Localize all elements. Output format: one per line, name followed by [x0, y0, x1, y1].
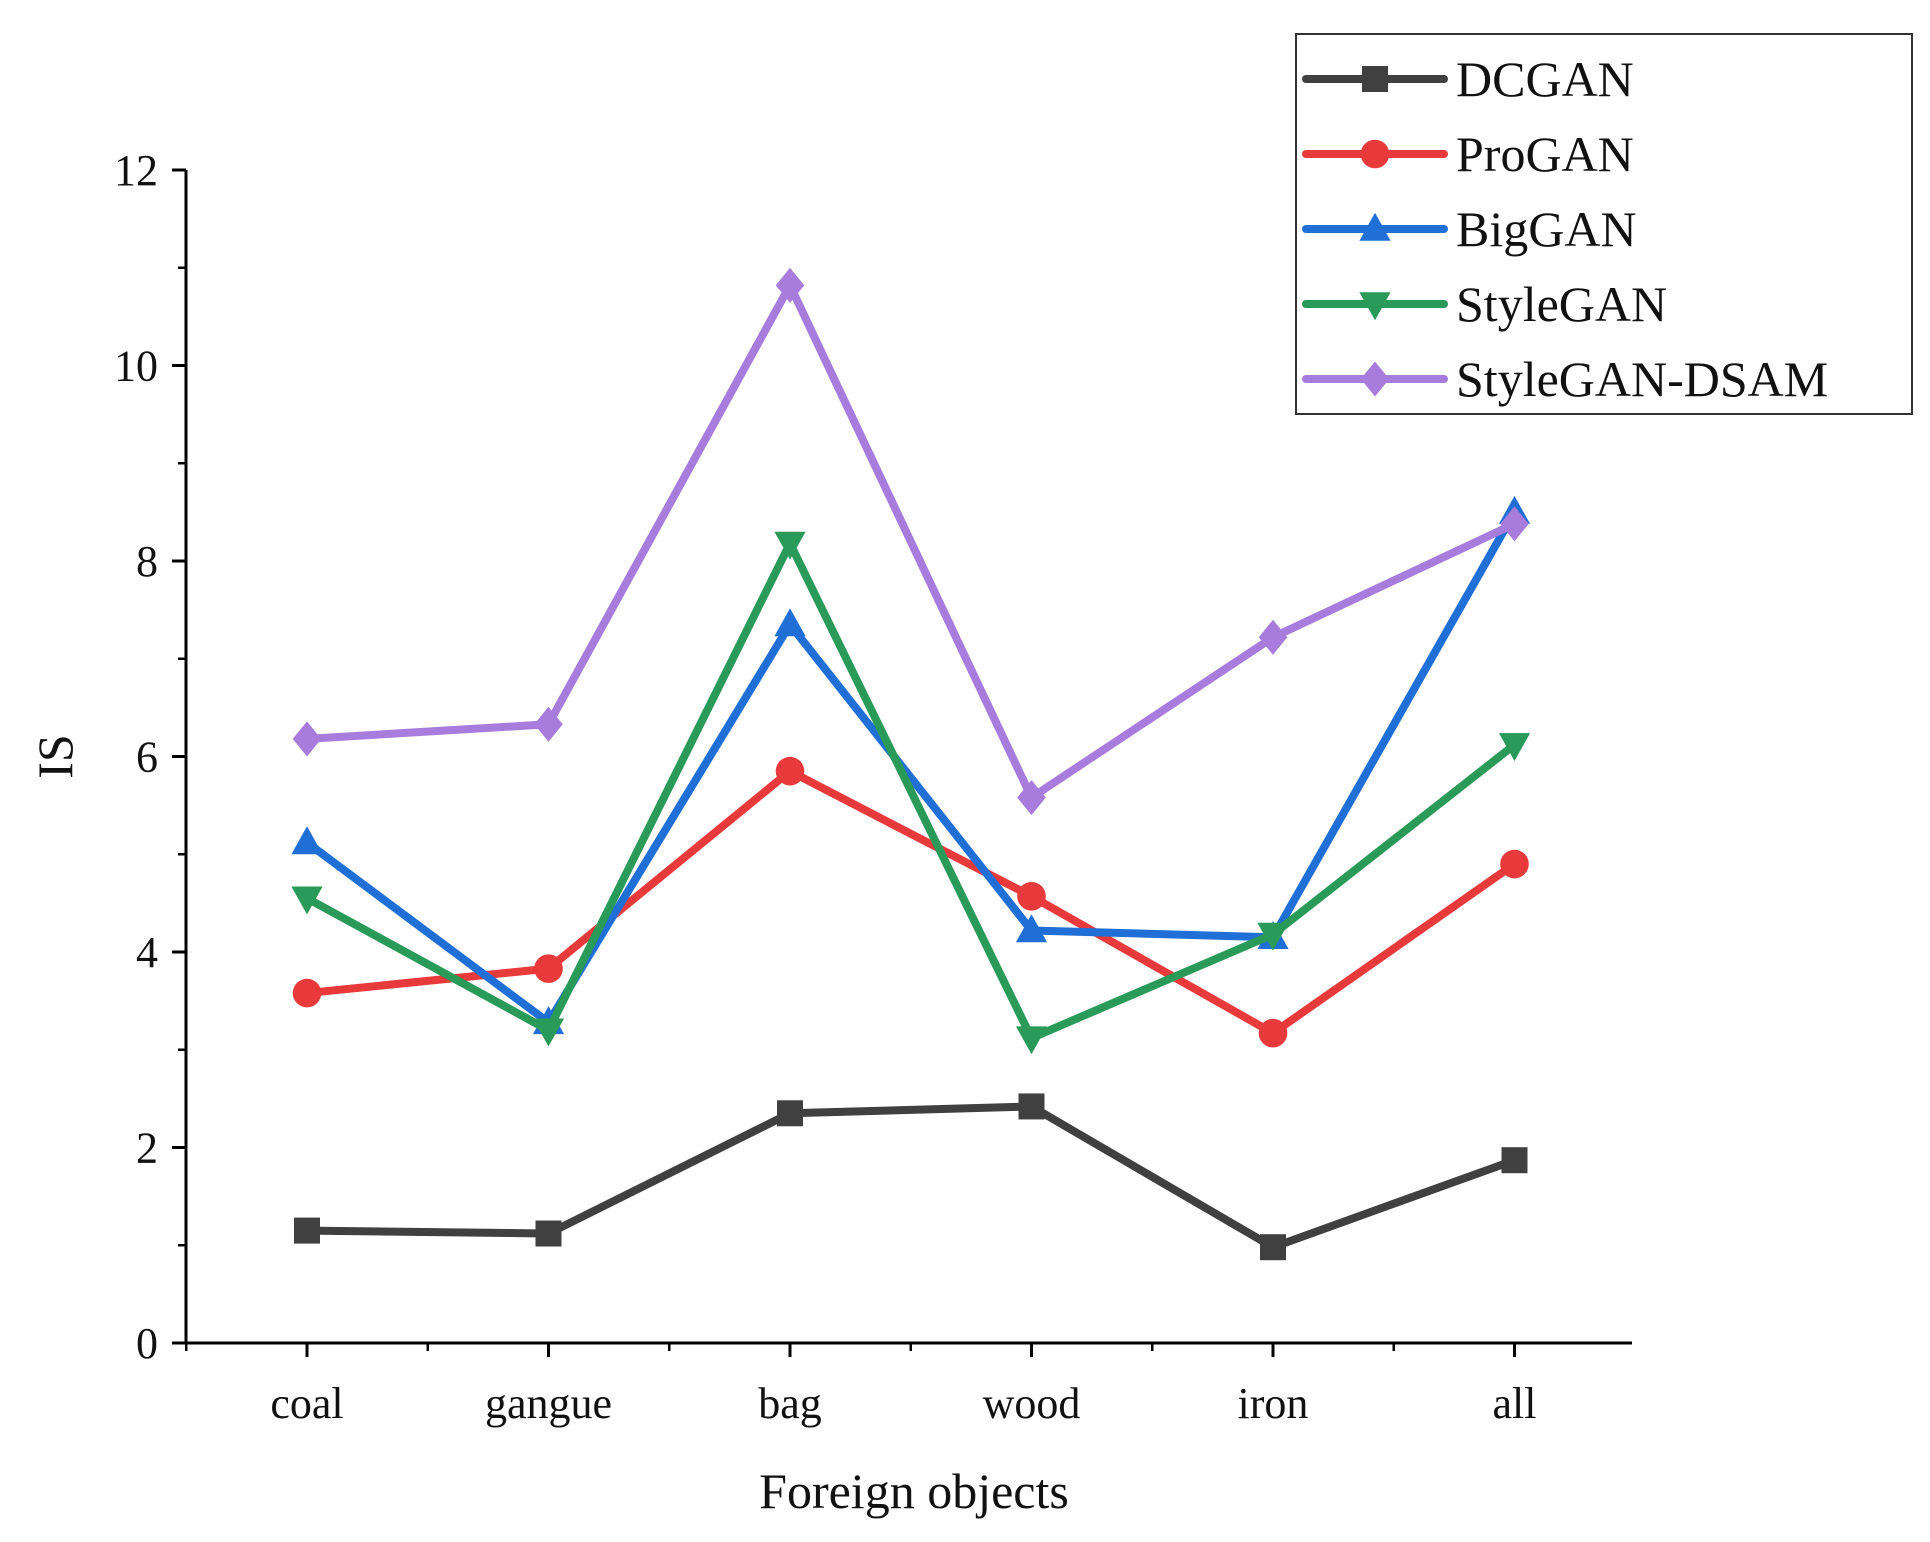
series-line	[303, 767, 1519, 1038]
data-point	[534, 954, 563, 983]
legend-entry: StyleGAN-DSAM	[1302, 351, 1828, 407]
data-point	[532, 1018, 565, 1047]
plot-area	[291, 267, 1531, 1261]
axes: 0 2 4 6 8 10 12 coal gangue bag wood iron all	[114, 146, 1632, 1428]
data-point	[292, 721, 322, 757]
data-point	[1017, 780, 1046, 816]
axis-labels: Foreign objects IS	[27, 734, 1069, 1519]
legend-label: BigGAN	[1456, 201, 1637, 257]
y-tick-label: 0	[136, 1319, 158, 1368]
y-tick-label: 6	[136, 733, 158, 782]
data-point	[294, 1217, 320, 1244]
data-point	[775, 267, 805, 303]
data-point	[1015, 1026, 1048, 1055]
x-tick-label: iron	[1238, 1379, 1309, 1428]
legend-entry: DCGAN	[1302, 51, 1634, 107]
x-tick-label: coal	[270, 1379, 343, 1428]
x-tick-label: bag	[758, 1379, 822, 1428]
data-point	[1258, 619, 1288, 655]
legend-entry: StyleGAN	[1302, 276, 1667, 332]
series-stylegan	[291, 531, 1531, 1055]
data-point	[1500, 849, 1529, 879]
series-dcgan	[294, 1093, 1528, 1261]
data-point	[1258, 1018, 1288, 1048]
data-point	[1015, 914, 1048, 943]
x-tick-label: gangue	[485, 1379, 612, 1428]
data-point	[775, 756, 805, 786]
legend-label: StyleGAN-DSAM	[1456, 351, 1828, 407]
series-line	[303, 508, 1519, 1027]
series-biggan	[291, 495, 1531, 1035]
x-tick-label: wood	[983, 1379, 1081, 1428]
data-point	[291, 826, 323, 855]
data-point	[1017, 881, 1046, 911]
y-tick-label: 4	[136, 928, 158, 977]
series-line	[303, 1102, 1519, 1252]
legend-marker	[1359, 292, 1391, 321]
legend-box	[1295, 33, 1913, 415]
series-stylegan-dsam	[292, 267, 1529, 816]
legend-marker	[1360, 139, 1390, 169]
y-axis-title: IS	[27, 734, 83, 778]
x-tick-label: all	[1493, 1379, 1537, 1428]
data-point	[1257, 922, 1289, 951]
data-point	[777, 1100, 803, 1127]
legend-label: ProGAN	[1456, 126, 1634, 182]
data-point	[534, 706, 563, 742]
series-line	[303, 539, 1519, 1043]
data-point	[1498, 733, 1531, 762]
data-point	[291, 886, 323, 915]
x-axis-title: Foreign objects	[759, 1463, 1069, 1519]
series-line	[303, 281, 1519, 802]
y-tick-label: 12	[114, 146, 158, 195]
data-point	[1501, 1147, 1528, 1174]
legend-marker	[1362, 66, 1388, 92]
data-point	[774, 531, 806, 560]
legend-marker	[1359, 212, 1391, 241]
legend-entry: BigGAN	[1302, 201, 1637, 257]
legend-label: DCGAN	[1456, 51, 1634, 107]
legend: DCGAN ProGAN BigGAN StyleGAN StyleGAN-DSAM	[1295, 33, 1913, 415]
data-point	[774, 608, 806, 637]
series-progan	[292, 756, 1529, 1048]
data-point	[1260, 1234, 1286, 1261]
data-point	[1500, 506, 1529, 542]
legend-marker	[1360, 361, 1390, 397]
legend-entry: ProGAN	[1302, 126, 1634, 182]
data-point	[1018, 1093, 1045, 1120]
y-tick-label: 8	[136, 537, 158, 586]
legend-label: StyleGAN	[1456, 276, 1667, 332]
data-point	[535, 1220, 562, 1247]
y-tick-label: 10	[114, 342, 158, 391]
data-point	[292, 978, 322, 1008]
y-tick-label: 2	[136, 1124, 158, 1173]
